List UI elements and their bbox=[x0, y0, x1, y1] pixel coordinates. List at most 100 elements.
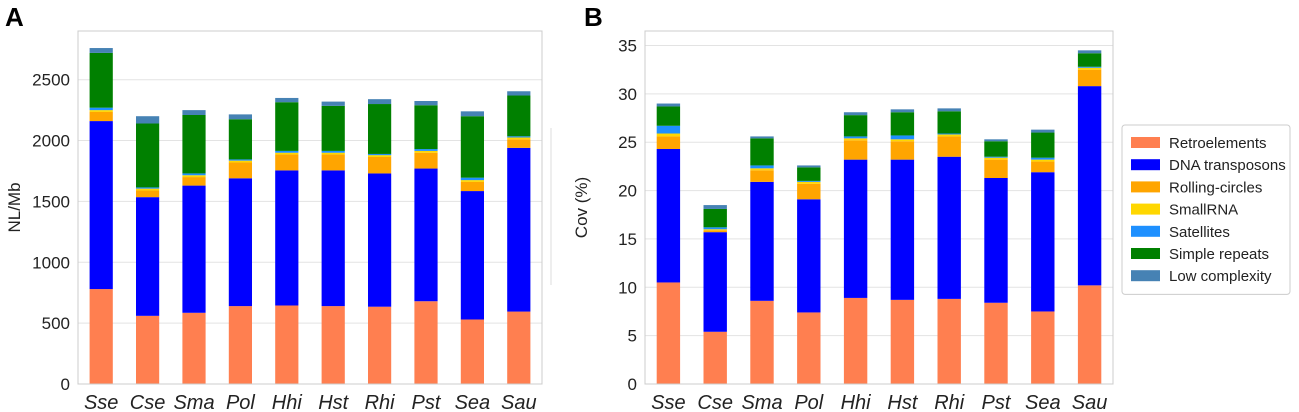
bar-b-hst-satellites bbox=[890, 135, 915, 140]
bar-b-rhi-dna-transposons bbox=[937, 156, 961, 299]
legend-label-low-complexity: Low complexity bbox=[1169, 268, 1272, 285]
y-tick-label-a-5: 2500 bbox=[32, 71, 70, 90]
y-ticks-b: 0 5 10 15 20 25 30 35 bbox=[618, 37, 637, 394]
bar-b-cse-satellites bbox=[703, 227, 727, 230]
bar-a-rhi-rolling-circles bbox=[368, 156, 392, 174]
bar-b-cse-simple-repeats bbox=[703, 208, 727, 228]
bar-b-hst-rolling-circles bbox=[890, 141, 915, 160]
bar-a-rhi-retroelements bbox=[368, 306, 392, 384]
bar-a-pol-simple-repeats bbox=[228, 119, 252, 160]
bar-a-pol-retroelements bbox=[228, 306, 252, 384]
bar-b-sma-simple-repeats bbox=[750, 138, 774, 166]
y-tick-label-b-2: 10 bbox=[618, 278, 637, 297]
legend-label-retroelements: Retroelements bbox=[1169, 135, 1267, 152]
x-ticks-a: Sse Cse Sma Pol Hhi Hst Rhi Pst Sea Sau bbox=[84, 392, 537, 412]
bar-b-hhi-simple-repeats bbox=[843, 115, 868, 137]
bar-b-sse-dna-transposons bbox=[656, 148, 681, 283]
bar-a-hst-rolling-circles bbox=[321, 154, 345, 171]
bar-b-pol-simple-repeats bbox=[797, 167, 821, 181]
bar-a-sau-rolling-circles bbox=[507, 139, 531, 148]
bar-b-pol-satellites bbox=[797, 180, 821, 182]
bar-b-sea-rolling-circles bbox=[1031, 161, 1055, 173]
x-tick-label-a-pol: Pol bbox=[226, 392, 255, 412]
bar-b-sea-simple-repeats bbox=[1031, 132, 1055, 158]
y-tick-label-b-7: 35 bbox=[618, 37, 637, 56]
x-tick-label-a-sea: Sea bbox=[455, 392, 491, 412]
y-tick-label-a-4: 2000 bbox=[32, 132, 70, 151]
bar-b-hhi-satellites bbox=[843, 136, 868, 139]
bar-b-rhi-rolling-circles bbox=[937, 136, 961, 157]
bar-a-hhi-satellites bbox=[275, 150, 299, 153]
bar-a-sea-rolling-circles bbox=[460, 181, 484, 192]
bar-a-sau-satellites bbox=[507, 136, 531, 138]
bar-b-sse-low-complexity bbox=[656, 103, 681, 107]
bar-b-pol-rolling-circles bbox=[797, 183, 821, 200]
bar-a-pol-dna-transposons bbox=[228, 178, 252, 307]
bar-a-sse-rolling-circles bbox=[89, 111, 113, 122]
bar-a-rhi-low-complexity bbox=[368, 99, 392, 105]
bar-b-rhi-smallrna bbox=[937, 134, 961, 137]
bar-b-pst-rolling-circles bbox=[984, 159, 1008, 179]
x-tick-label-b-hhi: Hhi bbox=[841, 392, 872, 412]
x-tick-label-b-sau: Sau bbox=[1072, 392, 1108, 412]
plot-frame-a bbox=[77, 30, 543, 385]
bar-a-sau-dna-transposons bbox=[507, 147, 531, 312]
bar-a-rhi-simple-repeats bbox=[368, 104, 392, 154]
bar-a-cse-retroelements bbox=[136, 315, 160, 384]
bar-a-hhi-simple-repeats bbox=[275, 102, 299, 151]
x-tick-label-a-pst: Pst bbox=[412, 392, 442, 412]
bar-a-cse-simple-repeats bbox=[136, 123, 160, 188]
bar-a-sea-dna-transposons bbox=[460, 191, 484, 320]
panel-label-a: A bbox=[5, 2, 24, 32]
bar-a-cse-satellites bbox=[136, 187, 160, 189]
x-tick-label-a-sau: Sau bbox=[501, 392, 537, 412]
bar-a-hhi-retroelements bbox=[275, 305, 299, 384]
y-tick-label-b-1: 5 bbox=[628, 327, 637, 346]
bar-b-hst-low-complexity bbox=[890, 109, 915, 113]
bar-a-sma-low-complexity bbox=[182, 110, 206, 115]
y-tick-label-a-1: 500 bbox=[42, 314, 70, 333]
bar-a-cse-smallrna bbox=[136, 188, 160, 191]
y-tick-label-a-2: 1000 bbox=[32, 253, 70, 272]
legend-box bbox=[1121, 124, 1291, 295]
bar-a-sau-retroelements bbox=[507, 311, 531, 384]
legend-swatch-dna-transposons bbox=[1131, 159, 1160, 171]
bar-a-hhi-smallrna bbox=[275, 152, 299, 155]
bar-a-pol-smallrna bbox=[228, 160, 252, 163]
bars-b bbox=[656, 50, 1102, 384]
bar-b-hhi-low-complexity bbox=[843, 112, 868, 116]
bar-b-pst-smallrna bbox=[984, 157, 1008, 160]
x-tick-label-b-hst: Hst bbox=[887, 392, 918, 412]
bar-b-sma-smallrna bbox=[750, 168, 774, 171]
bar-b-sma-rolling-circles bbox=[750, 170, 774, 182]
bar-a-rhi-satellites bbox=[368, 153, 392, 156]
bar-b-rhi-simple-repeats bbox=[937, 111, 961, 134]
bar-b-sse-satellites bbox=[656, 125, 681, 134]
bar-b-sau-rolling-circles bbox=[1077, 69, 1102, 87]
bar-b-pol-dna-transposons bbox=[797, 199, 821, 313]
bar-b-hst-smallrna bbox=[890, 139, 915, 142]
bar-b-pst-low-complexity bbox=[984, 139, 1008, 142]
x-tick-label-b-sea: Sea bbox=[1025, 392, 1061, 412]
bar-b-sea-low-complexity bbox=[1031, 129, 1055, 133]
plot-frame-b bbox=[644, 30, 1114, 385]
bar-a-sea-smallrna bbox=[460, 180, 484, 182]
bar-a-sma-smallrna bbox=[182, 175, 206, 178]
x-tick-label-a-hst: Hst bbox=[318, 392, 349, 412]
legend-swatch-simple-repeats bbox=[1131, 248, 1160, 259]
bar-b-hst-dna-transposons bbox=[890, 159, 915, 300]
y-tick-label-b-6: 30 bbox=[618, 85, 637, 104]
bar-a-pst-dna-transposons bbox=[414, 168, 438, 302]
bar-a-hhi-rolling-circles bbox=[275, 154, 299, 171]
bar-b-sau-satellites bbox=[1077, 66, 1102, 68]
bar-a-sea-simple-repeats bbox=[460, 116, 484, 178]
y-tick-label-b-4: 20 bbox=[618, 182, 637, 201]
x-tick-label-b-pst: Pst bbox=[982, 392, 1012, 412]
bar-b-pol-low-complexity bbox=[797, 165, 821, 168]
bar-a-sse-dna-transposons bbox=[89, 121, 113, 290]
bar-b-pst-dna-transposons bbox=[984, 178, 1008, 303]
y-axis-label-b: Cov (%) bbox=[572, 177, 591, 238]
bar-b-sea-dna-transposons bbox=[1031, 172, 1055, 312]
bar-a-sau-simple-repeats bbox=[507, 95, 531, 137]
